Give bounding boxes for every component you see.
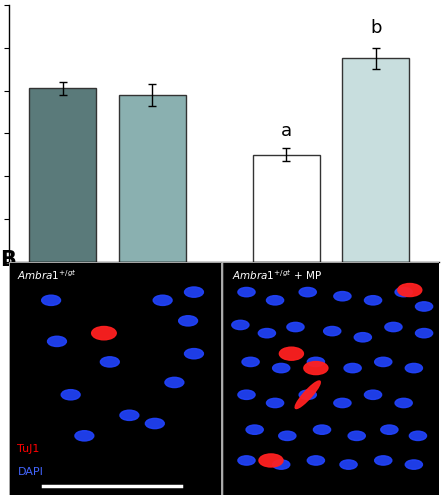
Circle shape — [344, 364, 361, 372]
Circle shape — [365, 296, 381, 305]
Circle shape — [184, 348, 203, 359]
Circle shape — [385, 322, 402, 332]
Circle shape — [179, 316, 198, 326]
Circle shape — [258, 328, 276, 338]
Circle shape — [348, 431, 365, 440]
Text: $\mathit{Ambra1}^{+/+}$
+MP: $\mathit{Ambra1}^{+/+}$ +MP — [120, 281, 183, 309]
Circle shape — [47, 336, 66, 346]
Circle shape — [280, 347, 303, 360]
Circle shape — [232, 320, 249, 330]
Circle shape — [287, 322, 304, 332]
Circle shape — [259, 454, 283, 467]
Circle shape — [375, 357, 392, 366]
Circle shape — [416, 302, 433, 311]
Text: TuJ1: TuJ1 — [17, 444, 40, 454]
Bar — [222, 262, 439, 495]
Circle shape — [409, 431, 427, 440]
Circle shape — [101, 357, 119, 367]
Circle shape — [381, 425, 398, 434]
Circle shape — [307, 357, 324, 366]
Circle shape — [340, 460, 357, 469]
Circle shape — [334, 398, 351, 407]
Circle shape — [145, 418, 164, 428]
Circle shape — [304, 362, 328, 374]
Circle shape — [75, 430, 94, 441]
Bar — [9, 262, 221, 495]
Text: DAPI: DAPI — [17, 467, 43, 477]
Circle shape — [184, 287, 203, 297]
Circle shape — [405, 460, 423, 469]
Text: b: b — [370, 19, 382, 37]
Circle shape — [238, 390, 255, 400]
Circle shape — [395, 288, 412, 297]
Circle shape — [61, 390, 80, 400]
Bar — [119, 95, 186, 262]
Circle shape — [120, 410, 139, 420]
Ellipse shape — [295, 381, 320, 408]
Text: B: B — [0, 250, 16, 270]
Circle shape — [416, 328, 433, 338]
Circle shape — [267, 296, 284, 305]
Circle shape — [238, 288, 255, 297]
Circle shape — [42, 295, 61, 306]
Circle shape — [313, 425, 330, 434]
Circle shape — [92, 326, 116, 340]
Circle shape — [272, 460, 290, 469]
Circle shape — [165, 378, 184, 388]
Circle shape — [238, 456, 255, 465]
Text: $\mathit{Ambra1}^{+/gt}$ + MP: $\mathit{Ambra1}^{+/gt}$ + MP — [232, 268, 323, 282]
Circle shape — [398, 284, 422, 296]
Circle shape — [272, 364, 290, 372]
Bar — [342, 58, 409, 262]
Circle shape — [299, 390, 316, 400]
Circle shape — [267, 398, 284, 407]
Circle shape — [375, 456, 392, 465]
Circle shape — [299, 288, 316, 297]
Circle shape — [395, 398, 412, 407]
Circle shape — [246, 425, 263, 434]
Circle shape — [334, 292, 351, 301]
Bar — [29, 88, 96, 262]
Text: $\mathit{Ambra1}^{+/gt}$: $\mathit{Ambra1}^{+/gt}$ — [17, 268, 78, 282]
Text: $\mathit{Ambra1}^{+/gt}$: $\mathit{Ambra1}^{+/gt}$ — [254, 281, 319, 297]
Circle shape — [153, 295, 172, 306]
Circle shape — [279, 431, 296, 440]
Circle shape — [324, 326, 341, 336]
Text: $\mathit{Ambra1}^{+/gt}$
+MP: $\mathit{Ambra1}^{+/gt}$ +MP — [344, 281, 408, 309]
Circle shape — [365, 390, 381, 400]
Text: $\mathit{Ambra1}^{+/+}$: $\mathit{Ambra1}^{+/+}$ — [31, 281, 94, 297]
Text: a: a — [281, 122, 292, 140]
Circle shape — [242, 357, 259, 366]
Circle shape — [405, 364, 423, 372]
Bar — [253, 154, 320, 262]
Circle shape — [354, 332, 371, 342]
Circle shape — [307, 456, 324, 465]
